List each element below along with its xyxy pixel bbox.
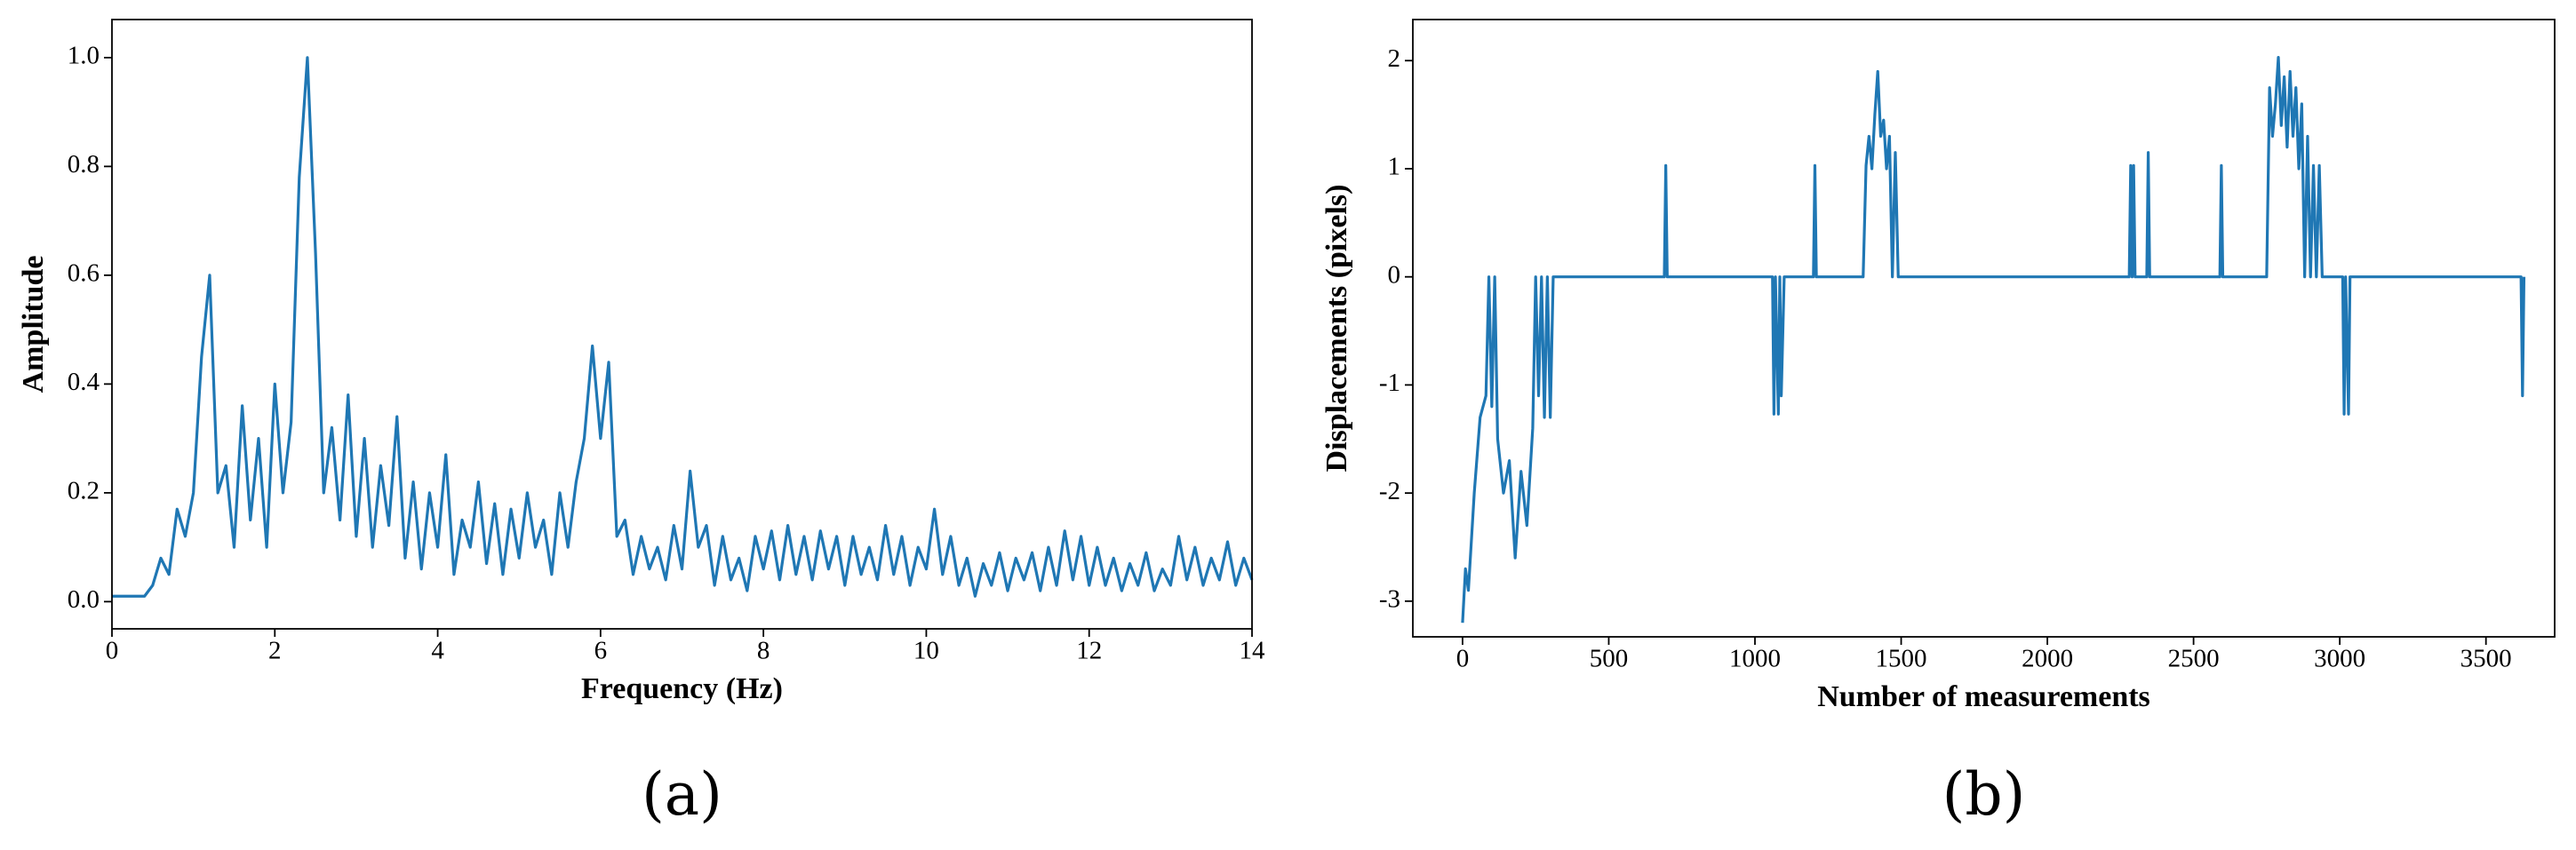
y-axis-label: Amplitude: [17, 256, 50, 393]
x-tick-label: 4: [431, 637, 444, 665]
x-axis-label: Number of measurements: [1817, 680, 2150, 713]
x-tick-label: 8: [757, 637, 770, 665]
y-tick-label: 1.0: [68, 42, 100, 70]
x-tick-label: 0: [106, 637, 119, 665]
x-tick-label: 2000: [2022, 645, 2073, 673]
x-tick-label: 12: [1076, 637, 1102, 665]
y-tick-label: 0: [1388, 260, 1401, 289]
x-tick-label: 2: [268, 637, 282, 665]
data-line: [112, 56, 1254, 598]
y-tick-label: 0.4: [68, 368, 100, 396]
x-tick-label: 14: [1240, 637, 1266, 665]
y-tick-label: 0.0: [68, 585, 100, 614]
y-tick-label: 2: [1388, 44, 1401, 73]
data-line: [1461, 55, 2526, 624]
y-tick-label: -2: [1379, 477, 1400, 505]
y-tick-label: 0.6: [68, 259, 100, 288]
y-tick-label: -1: [1379, 369, 1400, 397]
panel-label: (b): [1942, 760, 2026, 829]
x-tick-label: 6: [594, 637, 608, 665]
x-tick-label: 3000: [2314, 645, 2365, 673]
x-tick-label: 3500: [2460, 645, 2512, 673]
x-tick-label: 1000: [1729, 645, 1781, 673]
x-axis-label: Frequency (Hz): [581, 672, 783, 705]
panel-label: (a): [642, 760, 722, 829]
x-tick-label: 500: [1590, 645, 1629, 673]
x-tick-label: 1500: [1876, 645, 1927, 673]
y-tick-label: 0.2: [68, 477, 100, 505]
y-axis-label: Displacements (pixels): [1320, 185, 1353, 473]
y-tick-label: 1: [1388, 153, 1401, 181]
axes-frame: [1412, 19, 2556, 638]
x-tick-label: 10: [913, 637, 939, 665]
x-tick-label: 2500: [2168, 645, 2220, 673]
x-tick-label: 0: [1456, 645, 1470, 673]
y-tick-label: -3: [1379, 584, 1400, 613]
y-tick-label: 0.8: [68, 150, 100, 179]
axes-frame: [111, 19, 1253, 630]
